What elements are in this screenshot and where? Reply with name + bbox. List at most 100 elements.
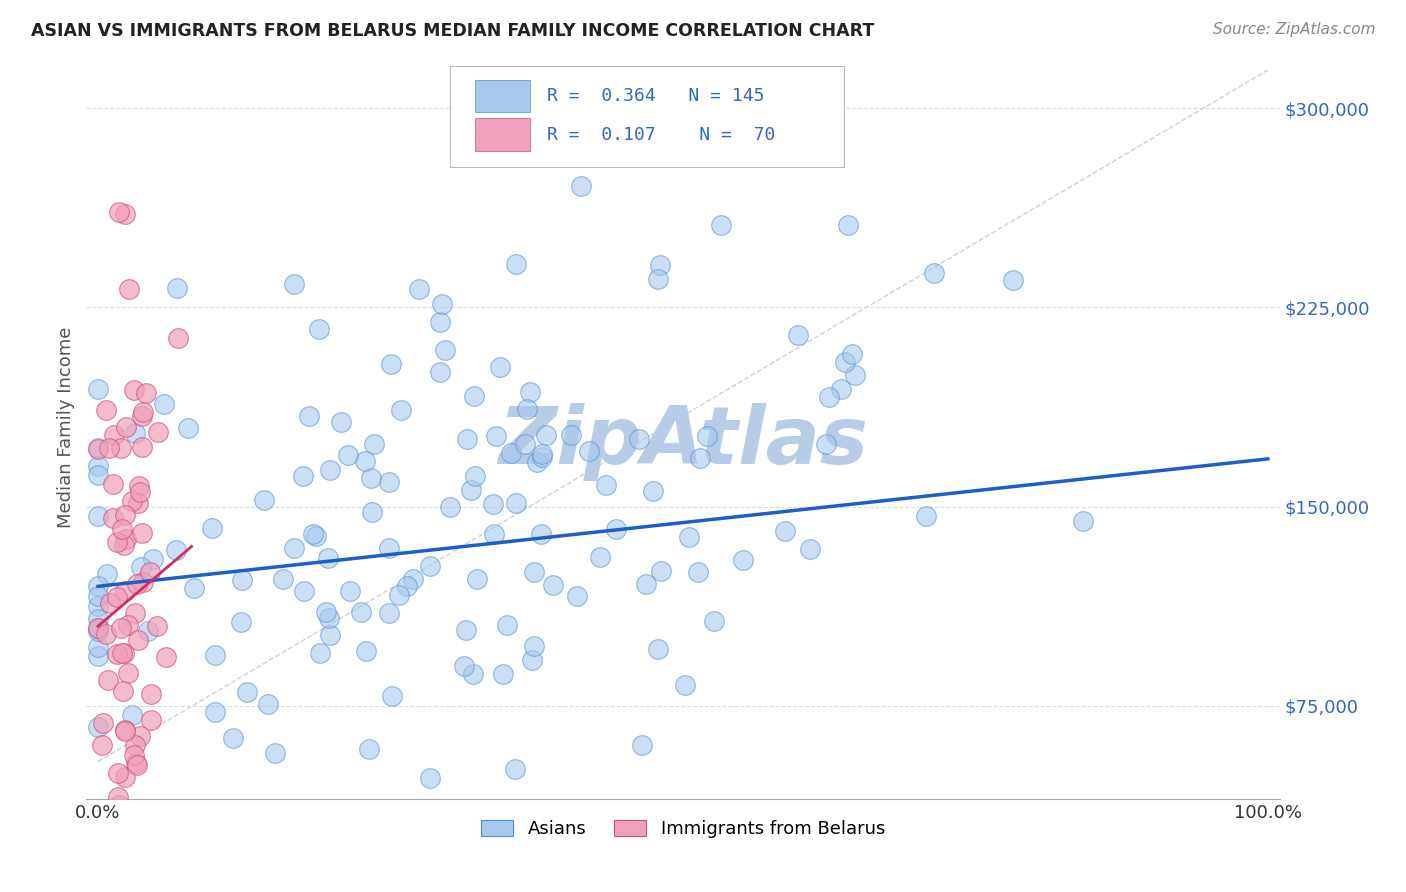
Point <box>155 650 177 665</box>
Point <box>316 550 339 565</box>
Point <box>530 527 553 541</box>
Text: ASIAN VS IMMIGRANTS FROM BELARUS MEDIAN FAMILY INCOME CORRELATION CHART: ASIAN VS IMMIGRANTS FROM BELARUS MEDIAN … <box>31 22 875 40</box>
Point <box>87 620 110 634</box>
Point <box>710 218 733 232</box>
Point <box>125 577 148 591</box>
Point <box>377 606 399 620</box>
Point <box>914 509 936 524</box>
Point <box>87 441 110 455</box>
Point <box>429 315 451 329</box>
Point <box>673 678 696 692</box>
Point <box>308 322 330 336</box>
Point <box>830 382 852 396</box>
Point <box>530 447 553 461</box>
Point <box>222 731 245 746</box>
Point <box>516 402 538 417</box>
Point <box>503 762 526 776</box>
Point <box>381 689 404 703</box>
Point <box>125 757 148 772</box>
Point <box>505 496 527 510</box>
Point <box>569 179 592 194</box>
Point <box>201 520 224 534</box>
Point <box>131 440 153 454</box>
Point <box>522 653 544 667</box>
Point <box>87 648 110 663</box>
Point <box>361 505 384 519</box>
Point <box>98 596 121 610</box>
Point <box>128 479 150 493</box>
Point <box>363 437 385 451</box>
Point <box>519 385 541 400</box>
Point <box>124 425 146 440</box>
Point <box>501 445 523 459</box>
Point <box>841 346 863 360</box>
Point <box>96 403 118 417</box>
Point <box>111 646 134 660</box>
Point <box>482 527 505 541</box>
Point <box>696 429 718 443</box>
Point <box>124 607 146 621</box>
Point <box>152 814 174 829</box>
Point <box>834 354 856 368</box>
Point <box>271 572 294 586</box>
Point <box>485 429 508 443</box>
Point <box>388 588 411 602</box>
Point <box>329 415 352 429</box>
Point <box>339 584 361 599</box>
Point <box>127 495 149 509</box>
Point <box>101 476 124 491</box>
Point <box>787 328 810 343</box>
Point <box>142 552 165 566</box>
Point <box>87 579 110 593</box>
Point <box>523 639 546 653</box>
Point <box>129 729 152 743</box>
Point <box>837 218 859 232</box>
Point <box>463 388 485 402</box>
Point <box>127 632 149 647</box>
Point <box>122 747 145 762</box>
Point <box>177 421 200 435</box>
Point <box>647 641 669 656</box>
Point <box>115 420 138 434</box>
Point <box>107 204 129 219</box>
Point <box>429 365 451 379</box>
Point <box>236 684 259 698</box>
Point <box>114 723 136 737</box>
Point <box>439 500 461 514</box>
Point <box>688 566 710 580</box>
Point <box>122 383 145 397</box>
Point <box>118 282 141 296</box>
Text: R =  0.364   N = 145: R = 0.364 N = 145 <box>547 87 765 105</box>
Point <box>91 715 114 730</box>
Point <box>131 409 153 423</box>
Point <box>146 619 169 633</box>
Point <box>96 567 118 582</box>
Point <box>117 618 139 632</box>
Point <box>87 624 110 638</box>
Point <box>87 872 110 887</box>
Point <box>229 615 252 630</box>
Point <box>114 724 136 739</box>
Point <box>453 658 475 673</box>
Point <box>627 432 650 446</box>
Text: ZipAtlas: ZipAtlas <box>498 403 868 481</box>
Point <box>522 565 544 579</box>
Point <box>121 494 143 508</box>
Point <box>153 397 176 411</box>
Point <box>301 527 323 541</box>
Point <box>183 581 205 595</box>
Y-axis label: Median Family Income: Median Family Income <box>58 326 75 528</box>
Point <box>87 509 110 524</box>
Point <box>87 589 110 603</box>
Point <box>534 428 557 442</box>
Point <box>87 720 110 734</box>
Legend: Asians, Immigrants from Belarus: Asians, Immigrants from Belarus <box>474 813 893 846</box>
Point <box>139 713 162 727</box>
Point <box>87 640 110 655</box>
Point <box>650 258 672 272</box>
Point <box>87 467 110 482</box>
Point <box>505 257 527 271</box>
Point <box>141 688 163 702</box>
Point <box>565 589 588 603</box>
Point <box>87 621 110 635</box>
